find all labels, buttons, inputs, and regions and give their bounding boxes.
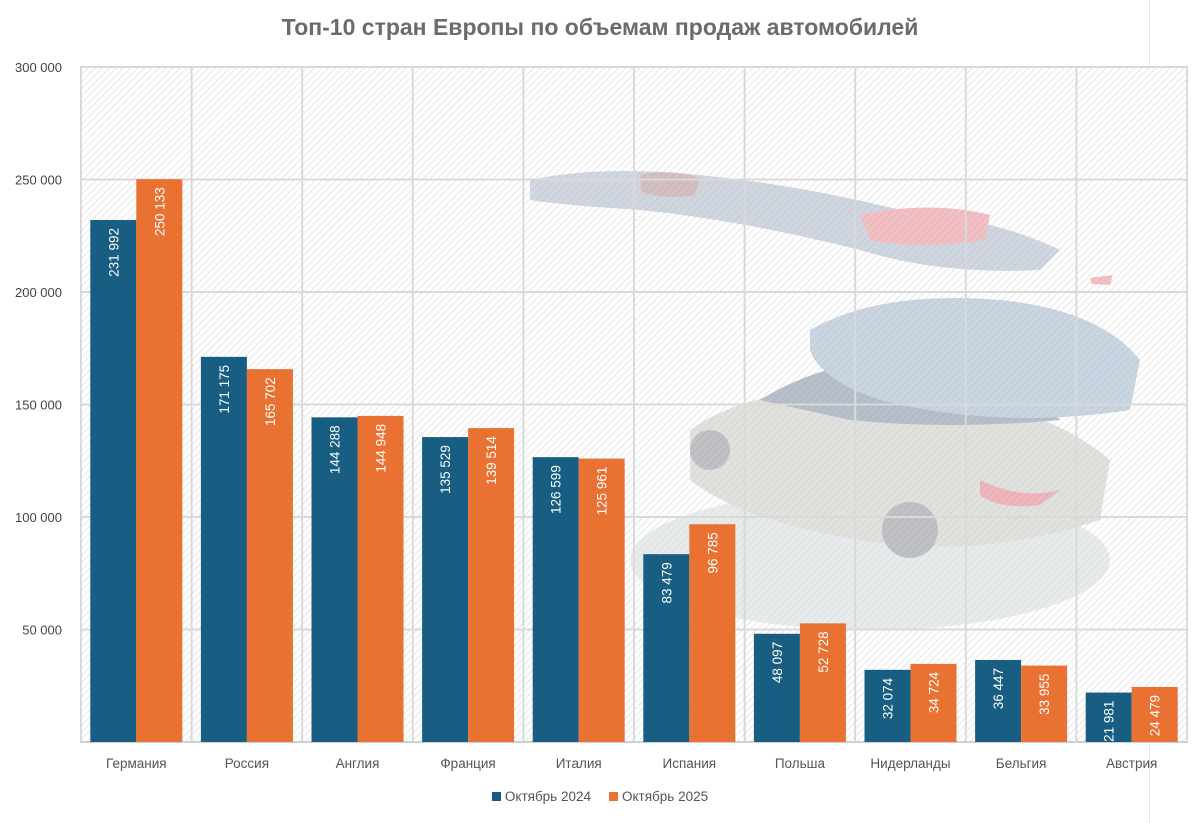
gridlines bbox=[81, 66, 1187, 743]
legend-label-2025: Октябрь 2025 bbox=[622, 789, 709, 804]
bar bbox=[643, 554, 690, 742]
legend-label-2024: Октябрь 2024 bbox=[504, 789, 591, 804]
bar bbox=[468, 428, 515, 742]
data-label: 126 599 bbox=[549, 465, 564, 514]
data-label: 135 529 bbox=[438, 445, 453, 494]
y-tick-label: 300 000 bbox=[15, 60, 62, 75]
bar bbox=[136, 179, 183, 742]
bar bbox=[689, 524, 736, 742]
data-label: 33 955 bbox=[1037, 674, 1052, 715]
data-label: 32 074 bbox=[881, 677, 896, 719]
legend-item-2025: Октябрь 2025 bbox=[609, 789, 708, 804]
bar bbox=[311, 417, 358, 742]
data-label: 21 981 bbox=[1102, 701, 1117, 742]
data-label: 165 702 bbox=[263, 377, 278, 426]
data-label: 34 724 bbox=[927, 671, 942, 713]
legend-item-2024: Октябрь 2024 bbox=[491, 789, 591, 804]
category-label: Франция bbox=[440, 756, 495, 771]
data-label: 83 479 bbox=[659, 562, 674, 603]
data-label: 24 479 bbox=[1148, 695, 1163, 736]
bar bbox=[1021, 665, 1068, 742]
bar bbox=[910, 663, 957, 742]
data-label: 125 961 bbox=[595, 467, 610, 516]
bar bbox=[1085, 692, 1132, 742]
bar bbox=[578, 458, 625, 742]
category-label: Нидерланды bbox=[870, 756, 950, 771]
data-label: 52 728 bbox=[816, 631, 831, 672]
y-tick-label: 50 000 bbox=[22, 623, 62, 638]
legend-swatch-2024 bbox=[491, 792, 501, 801]
data-label: 139 514 bbox=[484, 436, 499, 485]
category-label: Италия bbox=[556, 756, 602, 771]
bar bbox=[246, 369, 293, 742]
cars-background-image bbox=[530, 171, 1140, 630]
bar bbox=[532, 457, 579, 742]
y-tick-label: 200 000 bbox=[15, 285, 62, 300]
category-label: Бельгия bbox=[996, 756, 1047, 771]
category-label: Англия bbox=[336, 756, 380, 771]
data-label: 171 175 bbox=[217, 365, 232, 414]
bar bbox=[422, 437, 469, 742]
legend-swatch-2025 bbox=[609, 792, 618, 801]
x-axis: Германия Россия Англия Франция Италия Испания… bbox=[106, 756, 1157, 771]
data-label: 250 133 bbox=[152, 187, 167, 236]
legend: Октябрь 2024 Октябрь 2025 bbox=[0, 789, 1200, 804]
data-label: 48 097 bbox=[770, 642, 785, 683]
bar bbox=[200, 356, 247, 742]
chart-title: Топ-10 стран Европы по объемам продаж ав… bbox=[281, 14, 919, 40]
category-label: Испания bbox=[663, 756, 717, 771]
category-label: Австрия bbox=[1106, 756, 1157, 771]
category-label: Польша bbox=[775, 756, 826, 771]
data-label: 231 992 bbox=[106, 228, 121, 277]
bar bbox=[357, 415, 404, 742]
category-label: Германия bbox=[106, 756, 167, 771]
bar bbox=[753, 633, 800, 742]
y-tick-label: 250 000 bbox=[15, 173, 62, 188]
y-tick-label: 100 000 bbox=[15, 510, 62, 525]
data-label: 36 447 bbox=[991, 668, 1006, 709]
bar bbox=[864, 669, 911, 742]
data-label: 144 948 bbox=[374, 424, 389, 473]
bars: 231 992 250 133 171 175 165 702 144 288 144 9… bbox=[90, 179, 1178, 742]
bar bbox=[799, 623, 846, 742]
bar bbox=[1131, 686, 1178, 742]
bar bbox=[90, 220, 137, 742]
y-axis: 50 000 100 000 150 000 200 000 250 000 300 00… bbox=[15, 60, 62, 638]
bar bbox=[975, 659, 1022, 742]
data-label: 144 288 bbox=[328, 425, 343, 474]
y-tick-label: 150 000 bbox=[15, 398, 62, 413]
data-label: 96 785 bbox=[705, 532, 720, 573]
category-label: Россия bbox=[225, 756, 269, 771]
